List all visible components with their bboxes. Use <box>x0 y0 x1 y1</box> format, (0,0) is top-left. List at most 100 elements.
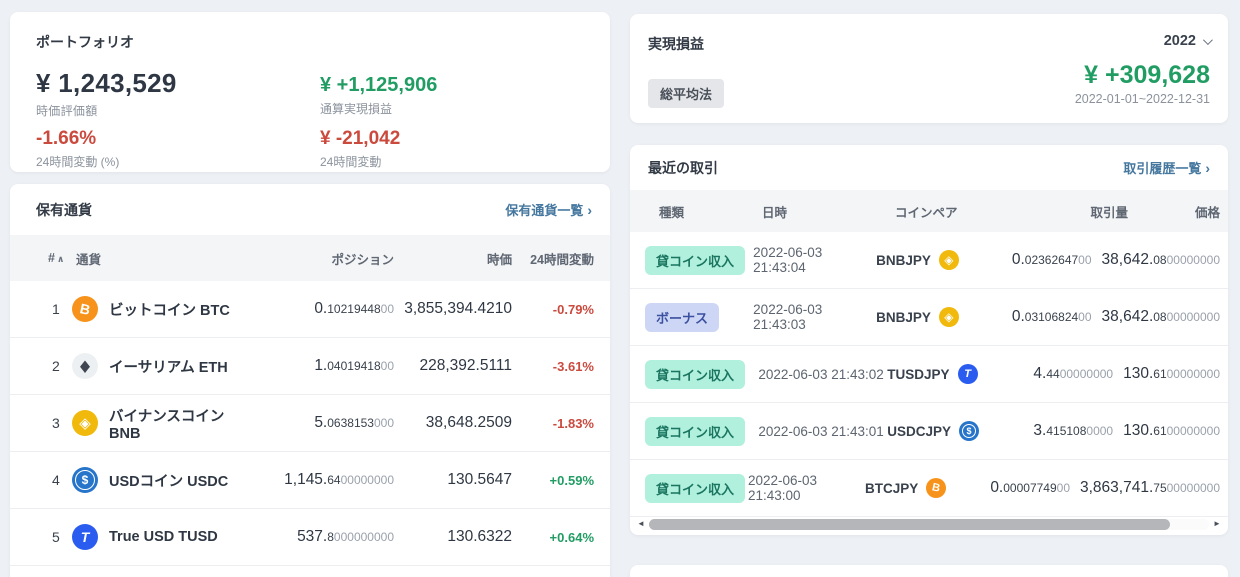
realized-pl-title: 実現損益 <box>648 36 704 52</box>
transaction-amount: 0.0236264700 <box>1011 251 1092 268</box>
coin-pair: TUSDJPY <box>887 366 950 382</box>
holdings-list-link[interactable]: 保有通貨一覧 › <box>505 200 592 219</box>
coin-pair: BTCJPY <box>864 480 919 496</box>
transaction-type-badge: 貸コイン収入 <box>645 359 746 389</box>
scrollbar-thumb[interactable] <box>649 518 1170 530</box>
change-24h: +0.59% <box>549 472 594 488</box>
scroll-right-arrow-icon[interactable]: ► <box>1213 519 1221 528</box>
coin-name: バイナンスコイン BNB <box>109 408 225 442</box>
costing-method-badge: 総平均法 <box>648 79 725 108</box>
market-price: 130.5647 <box>447 471 512 488</box>
row-rank: 3 <box>52 415 60 431</box>
header-amount: 取引量 <box>1090 205 1128 220</box>
coin-name: True USD TUSD <box>109 529 218 545</box>
realized-pl-card: 実現損益 2022 総平均法 ¥ +309,628 2022-01-01~202… <box>630 14 1228 123</box>
position-value: 5.0638153000 <box>314 414 394 431</box>
transaction-amount: 4.4400000000 <box>1033 365 1114 382</box>
scrollbar-track[interactable] <box>649 518 1209 530</box>
bnb-icon <box>938 307 959 327</box>
year-dropdown[interactable]: 2022 <box>1163 33 1213 49</box>
portfolio-title: ポートフォリオ <box>36 34 134 50</box>
chevron-right-icon: › <box>587 202 592 218</box>
header-type: 種類 <box>659 205 685 220</box>
coin-pair: BNBJPY <box>876 252 931 268</box>
recent-transactions-card: 最近の取引 取引履歴一覧 › 種類 日時 コインペア 取引量 価格 貸コイン収入 … <box>630 145 1228 535</box>
change-24h: -3.61% <box>552 358 594 374</box>
usdc-icon <box>959 421 980 441</box>
recent-transactions-title: 最近の取引 <box>648 159 718 176</box>
coin-name: USDコイン USDC <box>109 473 229 490</box>
change-24h-amount-label: 24時間変動 <box>320 155 382 169</box>
bnb-icon <box>938 250 959 270</box>
coin-pair: BNBJPY <box>876 309 931 325</box>
transaction-datetime: 2022-06-03 21:43:04 <box>753 245 823 275</box>
market-price: 228,392.5111 <box>419 357 512 374</box>
table-row[interactable]: 貸コイン収入 2022-06-03 21:43:04 BNBJPY 0.0236… <box>630 232 1228 289</box>
scroll-left-arrow-icon[interactable]: ◄ <box>637 519 645 528</box>
coin-name: ビットコイン BTC <box>109 302 230 319</box>
change-24h: +0.64% <box>549 529 594 545</box>
table-row[interactable]: ボーナス 2022-06-03 21:43:03 BNBJPY 0.031068… <box>630 289 1228 346</box>
table-row[interactable]: 2 イーサリアム ETH 1.0401941800 228,392.5111 -… <box>10 338 610 395</box>
transaction-price: 38,642.0800000000 <box>1101 251 1220 268</box>
total-realized-label: 通算実現損益 <box>320 102 393 116</box>
market-value-label: 時価評価額 <box>36 104 98 118</box>
holdings-header-rank[interactable]: # ∧ <box>48 251 65 265</box>
coin-name: イーサリアム ETH <box>109 359 228 376</box>
change-24h-pct: -1.66% 24時間変動 (%) <box>36 128 119 170</box>
holdings-list-link-label: 保有通貨一覧 <box>505 203 584 218</box>
market-price: 38,648.2509 <box>425 414 512 431</box>
holdings-card: 保有通貨 保有通貨一覧› #∧ 通貨 ポジション 時価 24時間変動 1 ビット… <box>10 184 610 577</box>
holdings-title: 保有通貨 <box>36 201 92 218</box>
transaction-type-badge: 貸コイン収入 <box>645 245 746 275</box>
table-row[interactable]: 貸コイン収入 2022-06-03 21:43:01 USDCJPY 3.415… <box>630 403 1228 460</box>
transaction-amount: 0.0310682400 <box>1011 308 1092 325</box>
bnb-icon <box>72 410 98 436</box>
coin-pair: USDCJPY <box>887 423 952 439</box>
market-price: 130.6322 <box>447 528 512 545</box>
header-pair: コインペア <box>895 205 958 220</box>
table-row[interactable]: 5 True USD TUSD 537.8000000000 130.6322 … <box>10 509 610 566</box>
transactions-table-header: 種類 日時 コインペア 取引量 価格 <box>630 190 1228 232</box>
position-value: 1,145.6400000000 <box>284 471 394 488</box>
btc-icon <box>72 296 98 322</box>
change-24h: -1.83% <box>552 415 594 431</box>
position-value: 0.1021944800 <box>314 300 394 317</box>
transaction-datetime: 2022-06-03 21:43:00 <box>747 473 818 503</box>
market-value: ¥ 1,243,529 時価評価額 <box>36 68 177 119</box>
market-price: 3,855,394.4210 <box>404 300 512 317</box>
tusd-icon <box>72 524 98 550</box>
eth-icon <box>72 353 98 379</box>
transaction-amount: 3.4151080000 <box>1033 422 1114 439</box>
position-value: 1.0401941800 <box>314 357 394 374</box>
table-row[interactable]: 貸コイン収入 2022-06-03 21:43:02 TUSDJPY 4.440… <box>630 346 1228 403</box>
table-row[interactable]: 貸コイン収入 2022-06-03 21:43:00 BTCJPY 0.0000… <box>630 460 1228 517</box>
holdings-table-header: # ∧ 通貨 ポジション 時価 24時間変動 <box>10 235 610 281</box>
realized-pl-period: 2022-01-01~2022-12-31 <box>1074 92 1210 106</box>
transaction-price: 130.6100000000 <box>1123 422 1221 439</box>
holdings-header-position: ポジション <box>331 252 394 267</box>
transaction-datetime: 2022-06-03 21:43:01 <box>758 423 884 439</box>
transaction-datetime: 2022-06-03 21:43:02 <box>758 366 884 382</box>
row-rank: 1 <box>52 301 60 317</box>
position-value: 537.8000000000 <box>297 528 394 545</box>
horizontal-scrollbar[interactable]: ◄ ► <box>630 517 1228 531</box>
next-card-partial <box>630 565 1228 577</box>
header-price: 価格 <box>1194 205 1220 220</box>
table-row[interactable]: 1 ビットコイン BTC 0.1021944800 3,855,394.4210… <box>10 281 610 338</box>
transaction-history-link-label: 取引履歴一覧 <box>1123 161 1202 176</box>
change-24h-pct-value: -1.66% <box>36 128 97 149</box>
table-row[interactable]: 4 USDコイン USDC 1,145.6400000000 130.5647 … <box>10 452 610 509</box>
market-value-amount: ¥ 1,243,529 <box>36 68 177 98</box>
transaction-type-badge: ボーナス <box>645 302 720 332</box>
transaction-history-link[interactable]: 取引履歴一覧 › <box>1123 158 1210 177</box>
holdings-header-price: 時価 <box>486 252 512 267</box>
sort-asc-icon: ∧ <box>56 254 65 264</box>
change-24h-pct-label: 24時間変動 (%) <box>36 155 120 169</box>
btc-icon <box>926 478 947 498</box>
portfolio-card: ポートフォリオ ¥ 1,243,529 時価評価額 ¥ +1,125,906 通… <box>10 12 610 172</box>
table-row[interactable]: 3 バイナンスコイン BNB 5.0638153000 38,648.2509 … <box>10 395 610 452</box>
row-rank: 2 <box>52 358 60 374</box>
year-dropdown-value: 2022 <box>1163 33 1196 49</box>
row-rank: 5 <box>52 529 60 545</box>
